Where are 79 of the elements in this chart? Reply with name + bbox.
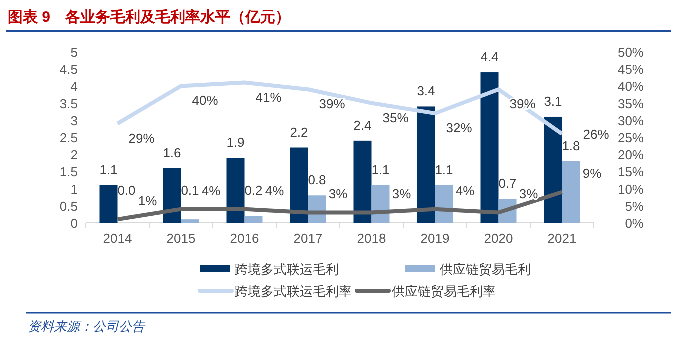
data-label: 1.8 — [562, 138, 580, 154]
data-label: 39% — [319, 96, 346, 112]
x-tick-label: 2014 — [103, 231, 132, 246]
data-label: 1.1 — [372, 162, 390, 178]
data-label: 1.6 — [163, 145, 182, 160]
y-tick-label: 3 — [70, 113, 78, 128]
y-tick-label: 3.5 — [60, 96, 78, 112]
y2-tick-label: 15% — [618, 164, 644, 180]
y-tick-label: 1.5 — [60, 164, 78, 180]
y2-tick-label: 30% — [618, 113, 644, 128]
data-label: 0.7 — [498, 176, 517, 192]
data-label: 3% — [328, 186, 348, 202]
bar — [544, 116, 562, 223]
data-label: 9% — [582, 166, 602, 182]
y2-tick-label: 5% — [625, 198, 644, 214]
legend-label: 跨境多式联运毛利率 — [235, 284, 352, 299]
data-label: 1.9 — [226, 135, 245, 150]
data-label: 32% — [446, 120, 473, 136]
y-tick-label: 4 — [70, 79, 78, 94]
data-label: 2.4 — [354, 118, 372, 133]
data-label: 3.4 — [417, 84, 436, 99]
data-label: 29% — [128, 130, 156, 146]
legend-label: 供应链贸易毛利率 — [392, 284, 496, 299]
bar — [163, 168, 182, 223]
y2-tick-label: 20% — [618, 148, 644, 163]
bar — [562, 161, 580, 223]
y2-tick-label: 50% — [618, 45, 644, 60]
bar — [100, 185, 118, 223]
x-tick-label: 2017 — [294, 231, 323, 246]
data-label: 1% — [138, 194, 158, 209]
data-label: 40% — [192, 93, 219, 108]
data-label: 4% — [265, 183, 285, 198]
bar — [354, 140, 372, 223]
x-tick-label: 2020 — [484, 231, 514, 246]
bar — [181, 220, 200, 223]
x-tick-label: 2021 — [548, 231, 577, 246]
data-label: 4% — [456, 183, 476, 198]
y-tick-label: 0 — [70, 216, 78, 231]
y-tick-label: 1 — [70, 182, 78, 197]
data-label: 0.2 — [244, 183, 263, 198]
x-tick-label: 2015 — [166, 231, 196, 246]
bar — [480, 72, 499, 223]
data-label: 3% — [392, 186, 412, 202]
y-tick-label: 5 — [70, 45, 78, 60]
y2-tick-label: 40% — [618, 79, 644, 94]
data-label: 26% — [583, 127, 610, 142]
y-tick-label: 4.5 — [60, 62, 78, 78]
legend-label: 供应链贸易毛利 — [440, 262, 531, 277]
chart-title: 图表 9 各业务毛利及毛利率水平（亿元） — [8, 8, 291, 26]
data-label: 39% — [510, 96, 536, 112]
bar — [290, 148, 308, 223]
bar — [244, 216, 263, 223]
data-label: 1.1 — [100, 162, 118, 178]
y-tick-label: 2 — [70, 148, 78, 163]
data-label: 0.8 — [308, 172, 326, 188]
bar — [417, 106, 436, 223]
x-tick-label: 2018 — [357, 231, 386, 246]
y-tick-label: 0.5 — [60, 198, 78, 214]
legend-label: 跨境多式联运毛利 — [235, 262, 339, 277]
y-tick-label: 2.5 — [60, 130, 78, 146]
y2-tick-label: 25% — [618, 130, 644, 146]
bar — [226, 158, 245, 223]
x-tick-label: 2016 — [230, 231, 260, 246]
data-label: 35% — [382, 110, 410, 126]
y2-tick-label: 45% — [618, 62, 644, 78]
y2-tick-label: 35% — [618, 96, 644, 112]
data-label: 3.1 — [544, 94, 562, 109]
data-label: 1.1 — [435, 162, 454, 178]
x-tick-label: 2019 — [420, 231, 450, 246]
data-label: 4.4 — [480, 50, 499, 65]
data-label: 41% — [256, 90, 282, 105]
data-label: 3% — [519, 186, 539, 202]
data-label: 0.1 — [181, 183, 200, 198]
y2-tick-label: 0% — [625, 216, 644, 231]
data-label: 4% — [202, 183, 222, 198]
text: 资料来源：公司公告 — [28, 319, 146, 334]
data-label: 0.0 — [118, 183, 136, 198]
data-label: 2.2 — [290, 124, 308, 140]
y2-tick-label: 10% — [618, 182, 644, 197]
